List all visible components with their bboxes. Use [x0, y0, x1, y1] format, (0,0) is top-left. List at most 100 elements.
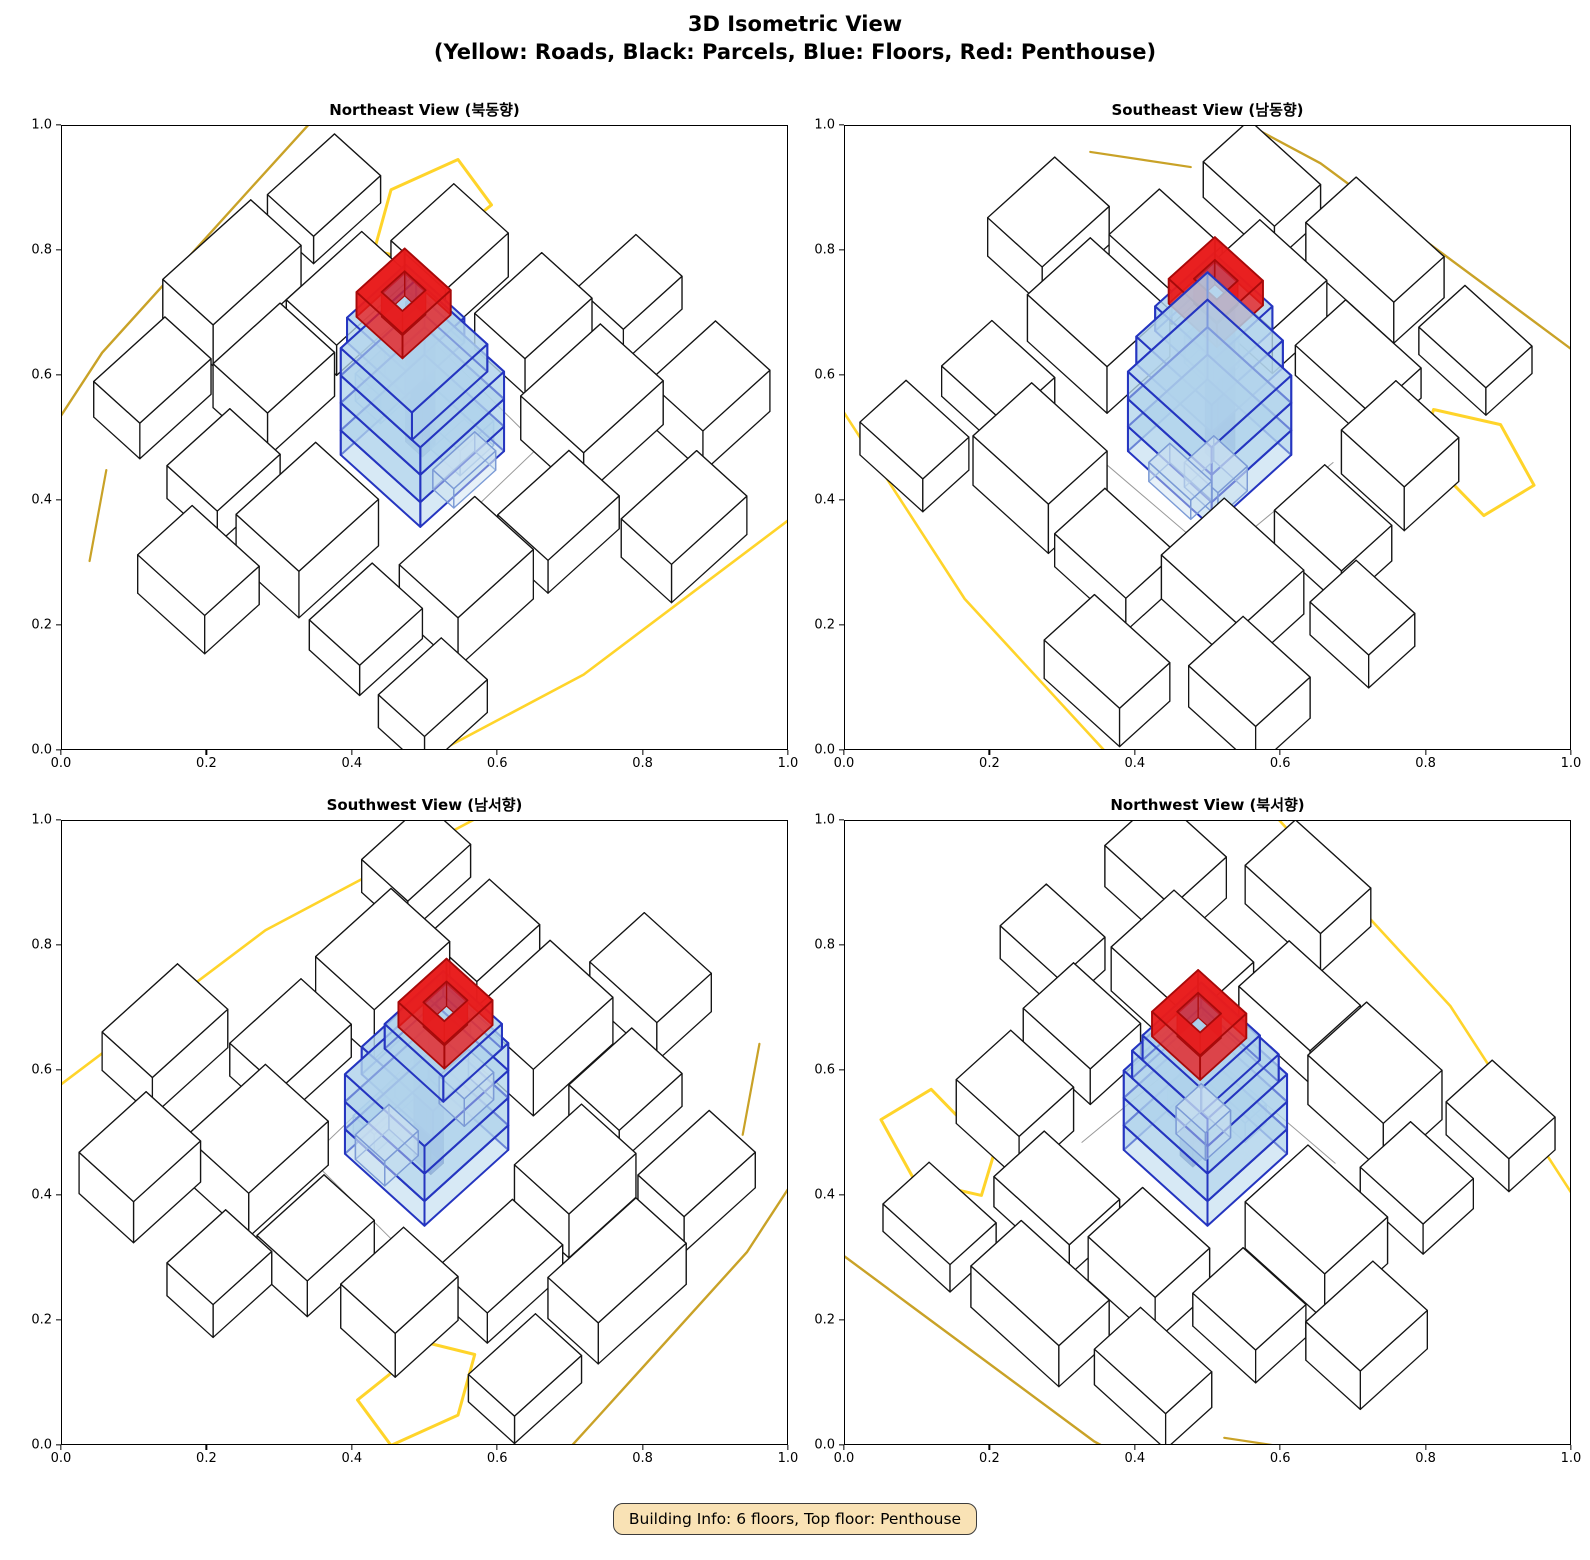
x-tick-mark: [1134, 1444, 1136, 1450]
x-tick-mark: [641, 749, 644, 755]
x-tick-label: 0.2: [979, 755, 1000, 771]
x-tick-label: 0.0: [833, 1450, 855, 1466]
y-tick-label: 0.4: [31, 492, 52, 508]
subplot-title: Northeast View (북동향): [329, 100, 520, 119]
x-tick-label: 1.0: [1560, 1450, 1582, 1466]
y-tick-mark: [839, 819, 844, 821]
y-tick-mark: [839, 1069, 844, 1071]
y-tick-label: 0.2: [814, 1312, 835, 1328]
y-tick-mark: [56, 1194, 61, 1196]
isometric-scene-svg: [62, 820, 787, 1444]
x-tick-label: 0.8: [632, 755, 653, 771]
y-axis-ticks: 0.0 0.2 0.4 0.6 0.8 1.0: [19, 812, 61, 1452]
x-tick-label: 0.8: [1415, 755, 1436, 771]
x-tick-mark: [641, 1444, 644, 1450]
figure-subtitle: (Yellow: Roads, Black: Parcels, Blue: Fl…: [433, 40, 1157, 65]
y-tick-mark: [839, 944, 844, 946]
y-tick-label: 0.0: [814, 1437, 835, 1453]
x-tick-label: 0.4: [341, 1450, 363, 1466]
y-tick-label: 0.4: [814, 1187, 835, 1203]
plot-area: [844, 819, 1571, 1445]
y-tick-label: 0.8: [814, 242, 835, 258]
isometric-scene-svg: [845, 820, 1570, 1444]
y-tick-label: 0.0: [814, 742, 835, 758]
y-tick-mark: [56, 1069, 61, 1071]
y-tick-label: 1.0: [31, 812, 52, 828]
x-tick-label: 0.6: [1269, 1450, 1291, 1466]
building-info-badge: Building Info: 6 floors, Top floor: Pent…: [612, 1502, 978, 1535]
x-tick-label: 0.8: [632, 1450, 653, 1466]
subplot-grid: Northeast View (북동향) 0.0 0.2 0.4 0.6 0.8 1.0 …: [0, 85, 1590, 1475]
x-tick-mark: [787, 1444, 789, 1450]
y-tick-label: 1.0: [814, 117, 835, 133]
y-tick-mark: [56, 944, 61, 946]
y-tick-mark: [839, 749, 844, 751]
x-tick-mark: [787, 749, 789, 755]
y-tick-label: 1.0: [814, 812, 835, 828]
x-tick-label: 0.0: [50, 755, 72, 771]
y-tick-mark: [839, 249, 844, 251]
x-tick-mark: [843, 749, 845, 755]
x-tick-label: 0.0: [833, 755, 855, 771]
x-tick-label: 0.4: [1124, 1450, 1146, 1466]
y-tick-mark: [839, 1444, 844, 1446]
x-tick-mark: [205, 1444, 208, 1450]
subplot-northeast: Northeast View (북동향) 0.0 0.2 0.4 0.6 0.8 1.0 …: [19, 85, 798, 774]
y-tick-mark: [56, 749, 61, 751]
plot-area: [61, 819, 788, 1445]
y-tick-label: 0.6: [31, 367, 52, 383]
y-tick-mark: [56, 819, 61, 821]
x-tick-label: 0.4: [1124, 755, 1146, 771]
y-tick-mark: [56, 624, 61, 626]
x-tick-label: 0.8: [1415, 1450, 1436, 1466]
y-tick-mark: [839, 1194, 844, 1196]
y-tick-mark: [56, 124, 61, 126]
x-tick-label: 1.0: [777, 1450, 799, 1466]
x-tick-label: 0.4: [341, 755, 363, 771]
y-tick-mark: [839, 1319, 844, 1321]
y-tick-label: 0.0: [31, 742, 52, 758]
x-tick-label: 0.2: [196, 1450, 217, 1466]
x-tick-label: 0.6: [486, 1450, 508, 1466]
isometric-scene-svg: [845, 125, 1570, 749]
buildings-layer: [882, 820, 1556, 1444]
subplot-southwest: Southwest View (남서향) 0.0 0.2 0.4 0.6 0.8 1.0 …: [19, 780, 798, 1469]
y-tick-mark: [56, 249, 61, 251]
subplot-title: Southeast View (남동향): [1111, 100, 1304, 119]
x-tick-mark: [205, 749, 208, 755]
buildings-layer: [78, 820, 756, 1444]
y-tick-mark: [56, 499, 61, 501]
x-tick-mark: [60, 749, 62, 755]
y-axis-ticks: 0.0 0.2 0.4 0.6 0.8 1.0: [19, 117, 61, 757]
x-tick-mark: [1424, 1444, 1427, 1450]
x-tick-mark: [1570, 749, 1572, 755]
x-tick-mark: [351, 749, 353, 755]
y-tick-label: 0.6: [814, 1062, 835, 1078]
buildings-layer: [859, 125, 1533, 749]
x-tick-label: 1.0: [1560, 755, 1582, 771]
x-tick-mark: [843, 1444, 845, 1450]
x-axis-ticks: 0.0 0.2 0.4 0.6 0.8 1.0: [834, 749, 1581, 774]
y-tick-label: 0.4: [31, 1187, 52, 1203]
y-tick-label: 0.2: [31, 1312, 52, 1328]
x-tick-mark: [1279, 1444, 1281, 1450]
y-tick-label: 0.0: [31, 1437, 52, 1453]
y-tick-mark: [56, 1319, 61, 1321]
x-tick-mark: [1424, 749, 1427, 755]
x-axis-ticks: 0.0 0.2 0.4 0.6 0.8 1.0: [51, 1444, 798, 1469]
figure-title: 3D Isometric View: [687, 12, 903, 36]
x-tick-mark: [351, 1444, 353, 1450]
y-tick-label: 0.4: [814, 492, 835, 508]
buildings-layer: [93, 133, 771, 749]
x-tick-mark: [988, 749, 991, 755]
x-tick-label: 0.2: [196, 755, 217, 771]
y-tick-label: 0.6: [814, 367, 835, 383]
subplot-southeast: Southeast View (남동향) 0.0 0.2 0.4 0.6 0.8 1.0 …: [802, 85, 1581, 774]
x-tick-mark: [496, 1444, 498, 1450]
y-tick-mark: [839, 374, 844, 376]
subplot-title: Northwest View (북서향): [1110, 795, 1305, 814]
x-tick-mark: [1570, 1444, 1572, 1450]
y-tick-label: 0.6: [31, 1062, 52, 1078]
footer-row: Building Info: 6 floors, Top floor: Pent…: [0, 1502, 1590, 1535]
isometric-scene-svg: [62, 125, 787, 749]
